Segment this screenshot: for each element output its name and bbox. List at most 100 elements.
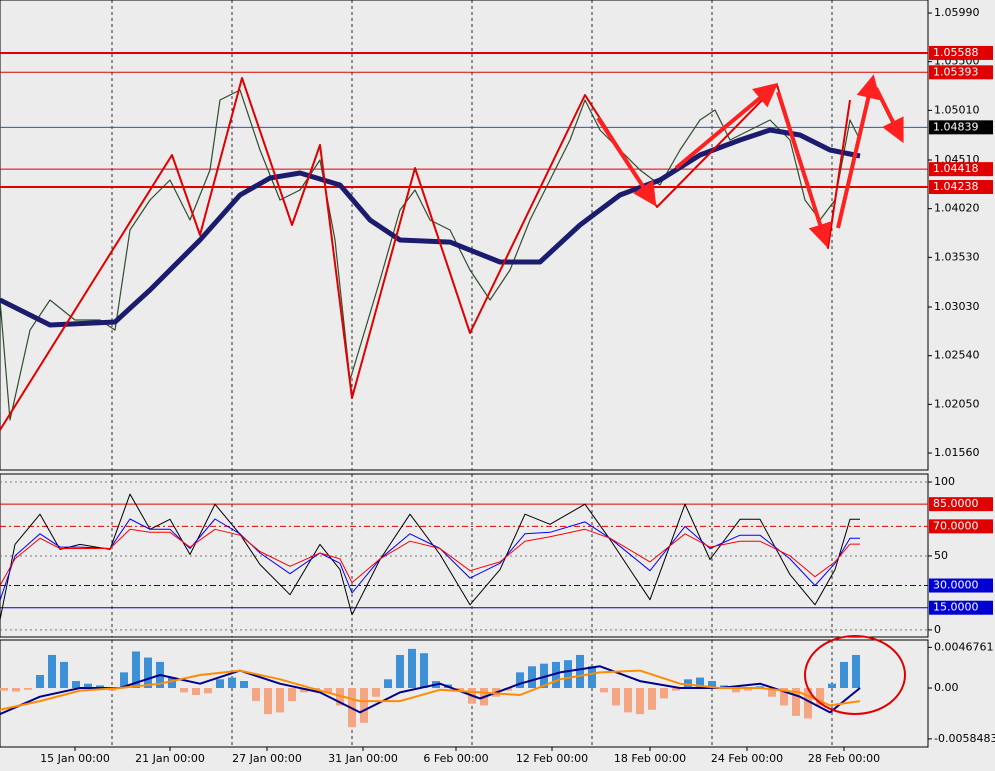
histogram-bar bbox=[576, 654, 584, 689]
level-label: 1.04839 bbox=[933, 120, 979, 133]
x-tick-label: 24 Feb 00:00 bbox=[711, 752, 783, 765]
histogram-bar bbox=[852, 654, 860, 689]
x-tick-label: 12 Feb 00:00 bbox=[516, 752, 588, 765]
arrow bbox=[596, 116, 657, 207]
level-label: 1.05393 bbox=[933, 65, 979, 78]
y-tick-label: 0.0046761 bbox=[934, 640, 994, 653]
histogram-bar bbox=[372, 688, 380, 697]
histogram-bar bbox=[12, 688, 20, 692]
histogram-bar bbox=[252, 688, 260, 702]
histogram-bar bbox=[744, 688, 752, 691]
histogram-bar bbox=[288, 688, 296, 702]
y-tick-label: 1.02050 bbox=[934, 397, 980, 410]
panel-frame bbox=[0, 0, 929, 471]
histogram-bar bbox=[588, 666, 596, 689]
x-tick-label: 21 Jan 00:00 bbox=[135, 752, 205, 765]
histogram-bar bbox=[564, 660, 572, 689]
level-label: 1.05588 bbox=[933, 46, 979, 59]
histogram-bar bbox=[132, 651, 140, 689]
y-tick-label: 1.05010 bbox=[934, 103, 980, 116]
histogram-bar bbox=[828, 683, 836, 689]
histogram-bar bbox=[672, 688, 680, 691]
level-label-box bbox=[929, 519, 993, 534]
level-label: 1.04238 bbox=[933, 180, 979, 193]
y-tick-label: -0.0058483 bbox=[934, 732, 995, 745]
annotations bbox=[596, 74, 904, 248]
histogram-bar bbox=[504, 688, 512, 691]
y-tick-label: 1.05990 bbox=[934, 6, 980, 19]
histogram-bar bbox=[456, 688, 464, 691]
histogram-bar bbox=[60, 661, 68, 689]
level-label: 70.0000 bbox=[933, 519, 979, 532]
y-tick-label: 0 bbox=[934, 623, 941, 636]
level-label: 85.0000 bbox=[933, 497, 979, 510]
histogram-bar bbox=[516, 672, 524, 689]
series-line bbox=[0, 518, 860, 601]
histogram-bar bbox=[612, 688, 620, 706]
x-tick-label: 28 Feb 00:00 bbox=[808, 752, 880, 765]
histogram-bar bbox=[96, 685, 104, 689]
histogram-bar bbox=[552, 661, 560, 689]
level-label-box bbox=[929, 162, 993, 177]
y-tick-label: 1.02540 bbox=[934, 349, 980, 362]
histogram-bar bbox=[168, 677, 176, 689]
arrow bbox=[776, 91, 832, 248]
histogram-bar bbox=[324, 688, 332, 694]
histogram-bar bbox=[48, 654, 56, 689]
level-label: 15.0000 bbox=[933, 601, 979, 614]
panel-frame bbox=[0, 639, 929, 748]
histogram-bar bbox=[636, 688, 644, 715]
histogram-bar bbox=[204, 688, 212, 694]
histogram-bar bbox=[0, 688, 8, 691]
level-label: 1.04418 bbox=[933, 162, 979, 175]
x-tick-label: 18 Feb 00:00 bbox=[614, 752, 686, 765]
histogram-bar bbox=[300, 688, 308, 693]
histogram-bar bbox=[84, 683, 92, 689]
series-line bbox=[0, 89, 861, 421]
x-tick-label: 27 Jan 00:00 bbox=[232, 752, 302, 765]
y-tick-label: 1.03530 bbox=[934, 250, 980, 263]
level-label: 30.0000 bbox=[933, 579, 979, 592]
x-tick-label: 15 Jan 00:00 bbox=[40, 752, 110, 765]
level-label-box bbox=[929, 65, 993, 80]
histogram-bar bbox=[792, 688, 800, 716]
histogram-bar bbox=[648, 688, 656, 710]
histogram-bar bbox=[360, 688, 368, 723]
histogram-bar bbox=[120, 672, 128, 689]
level-label-box bbox=[929, 180, 993, 195]
histogram-bar bbox=[816, 688, 824, 706]
histogram-bar bbox=[240, 681, 248, 689]
histogram-bar bbox=[732, 688, 740, 693]
y-tick-label: 0.00 bbox=[934, 681, 959, 694]
series-line bbox=[0, 493, 860, 620]
level-label-box bbox=[929, 578, 993, 593]
histogram-bar bbox=[276, 688, 284, 713]
histogram-bar bbox=[540, 663, 548, 689]
histogram-bar bbox=[72, 681, 80, 689]
level-label-box bbox=[929, 497, 993, 512]
y-tick-label: 1.03030 bbox=[934, 300, 980, 313]
series-line bbox=[0, 127, 861, 328]
series-line bbox=[0, 665, 861, 716]
histogram-bar bbox=[840, 661, 848, 689]
histogram-bar bbox=[780, 688, 788, 706]
y-tick-label: 1.01560 bbox=[934, 446, 980, 459]
y-tick-label: 1.04020 bbox=[934, 202, 980, 215]
histogram-bar bbox=[228, 677, 236, 689]
y-tick-label: 100 bbox=[934, 475, 955, 488]
level-label-box bbox=[929, 120, 993, 135]
y-tick-label: 50 bbox=[934, 549, 948, 562]
series-line bbox=[0, 669, 861, 711]
histogram-bar bbox=[804, 688, 812, 719]
x-tick-label: 31 Jan 00:00 bbox=[328, 752, 398, 765]
histogram-bar bbox=[216, 679, 224, 689]
histogram-bar bbox=[396, 654, 404, 689]
histogram-bar bbox=[384, 679, 392, 689]
histogram-bar bbox=[660, 688, 668, 699]
histogram-bar bbox=[708, 681, 716, 689]
histogram-bar bbox=[600, 688, 608, 693]
histogram-bar bbox=[624, 688, 632, 713]
histogram-bar bbox=[408, 648, 416, 689]
